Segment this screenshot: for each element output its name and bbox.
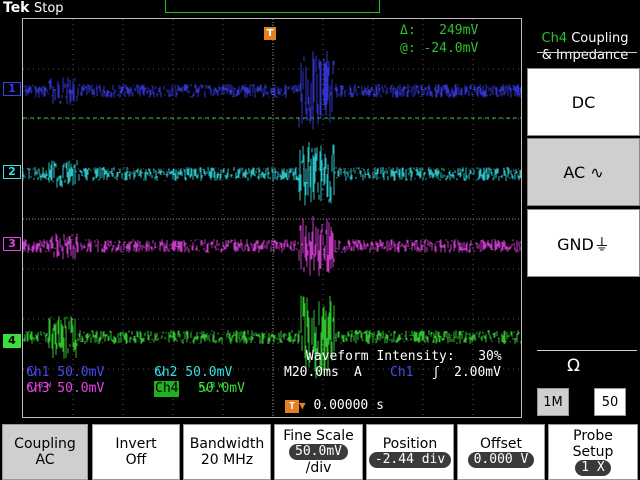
bottom-invert-value: Off [125, 452, 147, 468]
side-menu-title: Ch4 Coupling & Impedance [529, 30, 640, 64]
bottom-invert-label: Invert [115, 436, 157, 452]
bottom-bandwidth-value: 20 MHz [200, 452, 254, 468]
trigger-mode: A [354, 365, 362, 380]
ch3-waveform [23, 216, 521, 277]
bottom-bandwidth-button[interactable]: Bandwidth 20 MHz [183, 424, 271, 480]
cursor-at-label: @: [400, 41, 416, 56]
bottom-coupling-value: AC [35, 452, 55, 468]
trigger-position-value: 0.00000 s [313, 398, 384, 413]
bottom-fine-scale-button[interactable]: Fine Scale 50.0mV /div [274, 424, 363, 480]
bottom-probe-label: Probe [573, 428, 613, 444]
ch4-ground-marker[interactable]: 4 [3, 334, 21, 348]
trigger-position-marker[interactable]: T [264, 27, 276, 40]
waveform-intensity-readout: Waveform Intensity: 30% [306, 349, 502, 364]
intensity-label: Waveform Intensity: [306, 349, 455, 364]
acquisition-state: Stop [34, 1, 64, 16]
bottom-fine-scale-label: Fine Scale [283, 428, 354, 444]
cursor-readout: Δ: 249mV @: -24.0mV [400, 22, 478, 58]
ch1-waveform [23, 51, 521, 130]
impedance-50-button[interactable]: 50 [594, 388, 626, 416]
bottom-bandwidth-label: Bandwidth [189, 436, 265, 452]
side-menu-title-text: Coupling [571, 31, 629, 46]
coupling-gnd-button[interactable]: GND⏚ [527, 209, 640, 277]
trigger-slope-icon: ʃ [432, 365, 440, 380]
impedance-separator [537, 350, 637, 351]
bottom-coupling-button[interactable]: Coupling AC [2, 424, 88, 480]
side-menu-title-channel: Ch4 [541, 31, 568, 46]
ch2-ground-marker[interactable]: 2 [3, 165, 21, 179]
cursor-delta-value: 249mV [439, 23, 479, 38]
trigger-level-readout[interactable]: 2.00mV [454, 365, 501, 380]
cursor-delta-label: Δ: [400, 23, 416, 38]
bottom-position-value: -2.44 div [368, 452, 452, 468]
side-menu-title-subtext: & Impedance [541, 48, 629, 63]
trigger-level-arrow[interactable] [512, 84, 519, 94]
trigger-source[interactable]: Ch1 [390, 365, 414, 380]
bottom-probe-value: 1 X [575, 460, 611, 476]
top-status-bar: Tek Stop [0, 0, 640, 18]
ch4-waveform [23, 295, 521, 379]
trigger-arrow-icon: ▼ [299, 399, 306, 412]
impedance-ohm-icon: Ω [567, 356, 580, 376]
bottom-coupling-label: Coupling [14, 436, 76, 452]
bottom-fine-scale-value: 50.0mV [289, 444, 348, 460]
record-bracket-right-tick [379, 0, 380, 13]
impedance-1m-button[interactable]: 1M [537, 388, 569, 416]
record-view-bracket [165, 0, 380, 13]
intensity-value: 30% [478, 349, 502, 364]
bottom-invert-button[interactable]: Invert Off [92, 424, 180, 480]
ch4-selected-badge[interactable]: Ch4 [154, 381, 180, 397]
trigger-position-readout: T ▼ 0.00000 s [285, 398, 384, 413]
ch1-ground-marker[interactable]: 1 [3, 82, 21, 96]
bottom-probe-label-2: Setup [572, 444, 614, 460]
channel-status-readout: Ch1 50.0mV ∿ Ch2 50.0mV ∿ M20.0ms A Ch1 ʃ … [26, 365, 501, 397]
trigger-t-icon: T [285, 400, 299, 413]
ch3-ground-marker[interactable]: 3 [3, 237, 21, 251]
graticule-grid [23, 19, 521, 417]
brand-logo: Tek [3, 0, 30, 16]
bottom-probe-setup-button[interactable]: Probe Setup 1 X [548, 424, 638, 480]
record-bracket-left-tick [165, 0, 166, 13]
waveform-display[interactable] [22, 18, 522, 418]
timebase-readout[interactable]: M20.0ms [284, 365, 339, 380]
bottom-offset-label: Offset [479, 436, 523, 452]
bottom-fine-scale-unit: /div [305, 460, 332, 476]
cursor-at-value: -24.0mV [423, 41, 479, 56]
coupling-ac-button[interactable]: AC ∿ [527, 138, 640, 206]
side-title-underline [537, 52, 637, 53]
coupling-dc-button[interactable]: DC [527, 68, 640, 136]
bottom-offset-button[interactable]: Offset 0.000 V [457, 424, 545, 480]
waveform-svg [23, 19, 521, 417]
bottom-position-label: Position [382, 436, 438, 452]
bottom-position-button[interactable]: Position -2.44 div [366, 424, 454, 480]
bottom-offset-value: 0.000 V [467, 452, 535, 468]
